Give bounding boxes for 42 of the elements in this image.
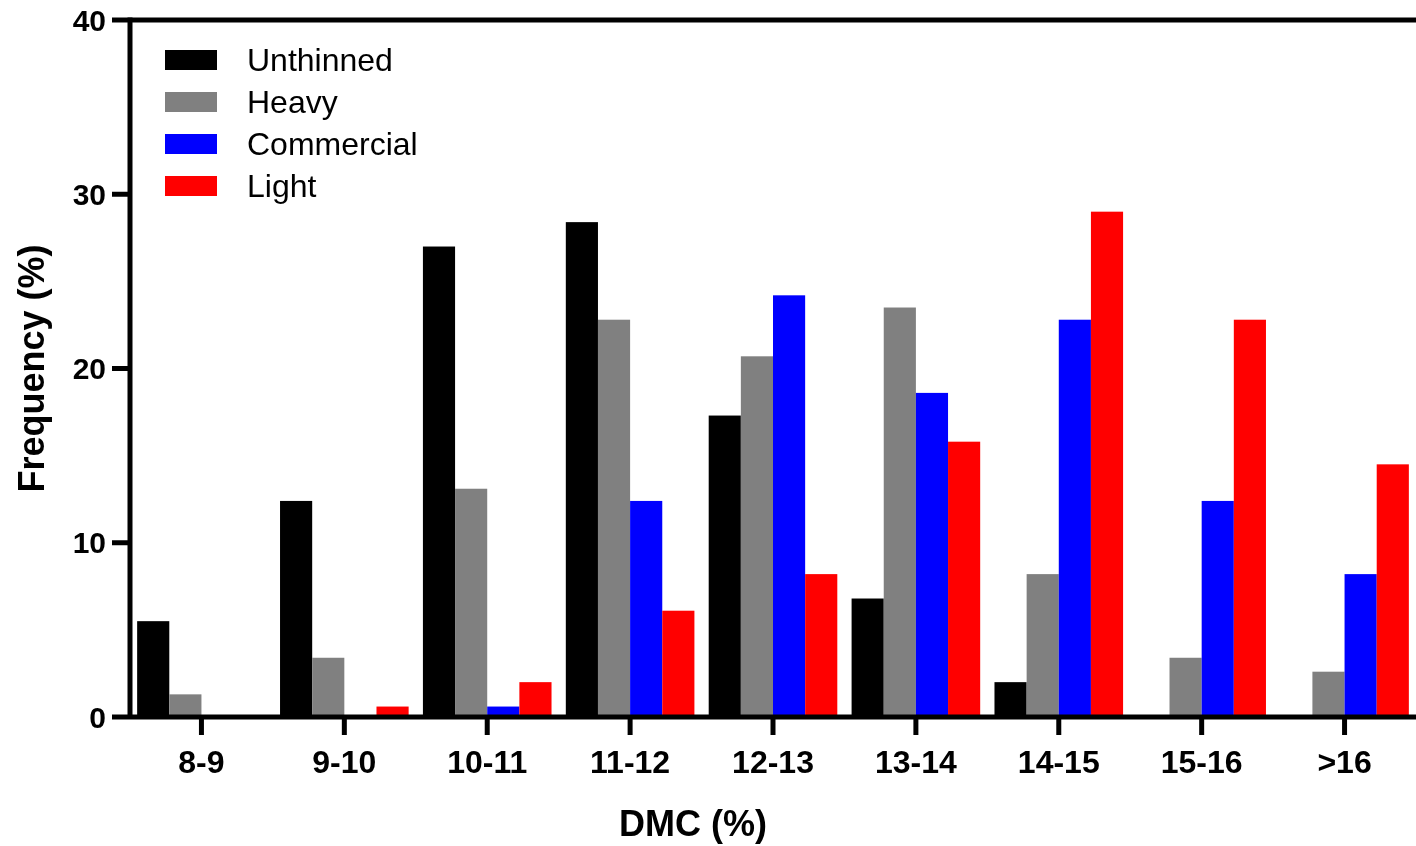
bar: [455, 488, 488, 717]
x-tick-label: 11-12: [590, 744, 671, 780]
bar: [630, 500, 663, 717]
x-tick-label: 15-16: [1160, 744, 1243, 780]
bar: [169, 694, 202, 717]
x-axis-title: DMC (%): [619, 803, 767, 844]
y-tick-label: 10: [72, 526, 106, 560]
legend-label: Heavy: [247, 84, 338, 121]
x-tick-label: 13-14: [874, 744, 958, 780]
x-tick-label: 9-10: [312, 744, 377, 780]
y-tick-label: 30: [72, 177, 106, 211]
y-tick-label: 40: [72, 3, 106, 37]
bar: [662, 610, 695, 717]
bar: [1201, 500, 1234, 717]
bar: [519, 682, 552, 717]
bar: [1376, 464, 1409, 717]
bar: [1169, 657, 1202, 717]
bar: [1312, 671, 1345, 717]
legend-label: Unthinned: [247, 42, 393, 79]
bar: [1233, 319, 1266, 717]
x-tick-label: 14-15: [1017, 744, 1100, 780]
legend-label: Commercial: [247, 126, 418, 163]
bar: [1026, 574, 1059, 717]
x-tick-label: 8-9: [178, 744, 225, 780]
bar: [312, 657, 345, 717]
bar: [915, 392, 949, 717]
y-axis-title: Frequency (%): [11, 244, 52, 493]
bar: [597, 319, 631, 717]
x-tick-label: 12-13: [732, 744, 814, 780]
bar: [1344, 574, 1377, 717]
bar: [883, 307, 916, 717]
y-tick-label: 0: [89, 700, 106, 734]
x-tick-label: >16: [1317, 744, 1372, 780]
bar: [773, 295, 806, 717]
bar: [948, 441, 981, 717]
y-tick-label: 20: [72, 352, 106, 385]
legend-label: Light: [247, 168, 317, 205]
bar: [740, 356, 773, 717]
x-tick-label: 10-11: [447, 744, 528, 780]
bar: [805, 574, 838, 717]
bar: [1058, 319, 1091, 717]
bar: [1090, 211, 1124, 717]
